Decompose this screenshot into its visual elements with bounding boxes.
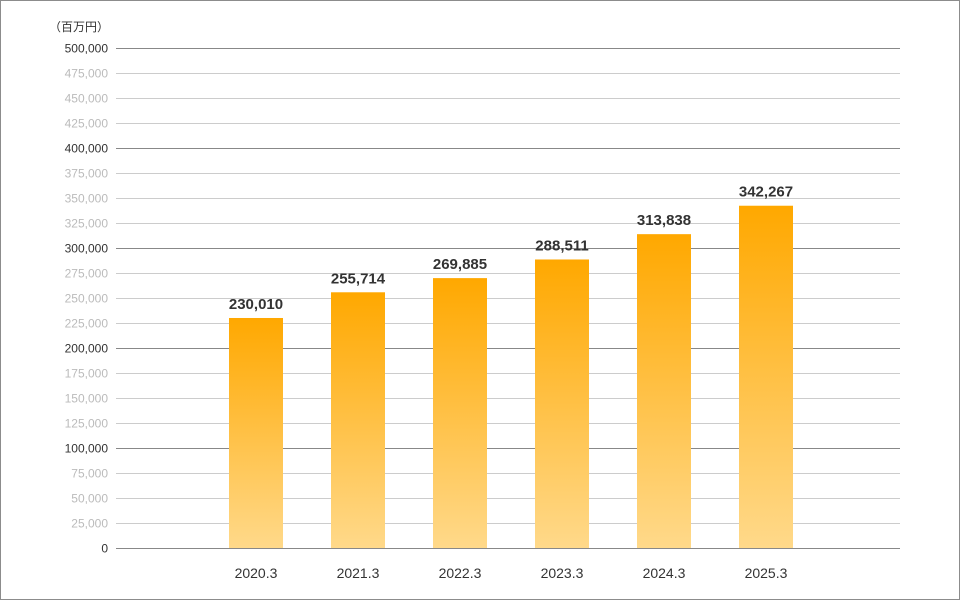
data-label: 288,511 bbox=[535, 237, 588, 254]
y-tick-label: 100,000 bbox=[65, 442, 109, 456]
y-tick-label: 125,000 bbox=[65, 417, 109, 431]
bar bbox=[433, 278, 487, 548]
data-label: 342,267 bbox=[739, 184, 793, 201]
y-tick-label: 425,000 bbox=[65, 117, 109, 131]
x-tick-label: 2022.3 bbox=[439, 565, 482, 581]
y-tick-label: 400,000 bbox=[65, 142, 109, 156]
data-label: 230,010 bbox=[229, 296, 283, 313]
data-label: 313,838 bbox=[637, 212, 691, 229]
y-tick-label: 350,000 bbox=[65, 192, 109, 206]
data-label: 255,714 bbox=[331, 270, 386, 287]
y-tick-label: 325,000 bbox=[65, 217, 109, 231]
bar bbox=[739, 205, 793, 548]
y-tick-label: 375,000 bbox=[65, 167, 109, 181]
data-label: 269,885 bbox=[433, 256, 487, 273]
y-tick-label: 225,000 bbox=[65, 317, 109, 331]
y-tick-label: 250,000 bbox=[65, 292, 109, 306]
x-tick-label: 2025.3 bbox=[745, 565, 788, 581]
bar bbox=[637, 234, 691, 549]
y-tick-label: 500,000 bbox=[65, 42, 109, 56]
x-tick-label: 2024.3 bbox=[643, 565, 686, 581]
y-tick-label: 450,000 bbox=[65, 92, 109, 106]
y-tick-label: 200,000 bbox=[65, 342, 109, 356]
x-tick-label: 2023.3 bbox=[541, 565, 584, 581]
y-tick-label: 0 bbox=[101, 542, 108, 556]
y-tick-label: 475,000 bbox=[65, 67, 109, 81]
x-tick-label: 2020.3 bbox=[235, 565, 278, 581]
y-unit-label: （百万円） bbox=[49, 20, 109, 34]
y-tick-label: 275,000 bbox=[65, 267, 109, 281]
y-tick-label: 300,000 bbox=[65, 242, 109, 256]
y-tick-label: 175,000 bbox=[65, 367, 109, 381]
y-tick-label: 150,000 bbox=[65, 392, 109, 406]
bar bbox=[331, 292, 385, 548]
y-tick-label: 25,000 bbox=[71, 517, 108, 531]
y-tick-label: 50,000 bbox=[71, 492, 108, 506]
y-tick-label: 75,000 bbox=[71, 467, 108, 481]
x-tick-label: 2021.3 bbox=[337, 565, 380, 581]
bar bbox=[535, 259, 589, 548]
bar bbox=[229, 317, 283, 548]
